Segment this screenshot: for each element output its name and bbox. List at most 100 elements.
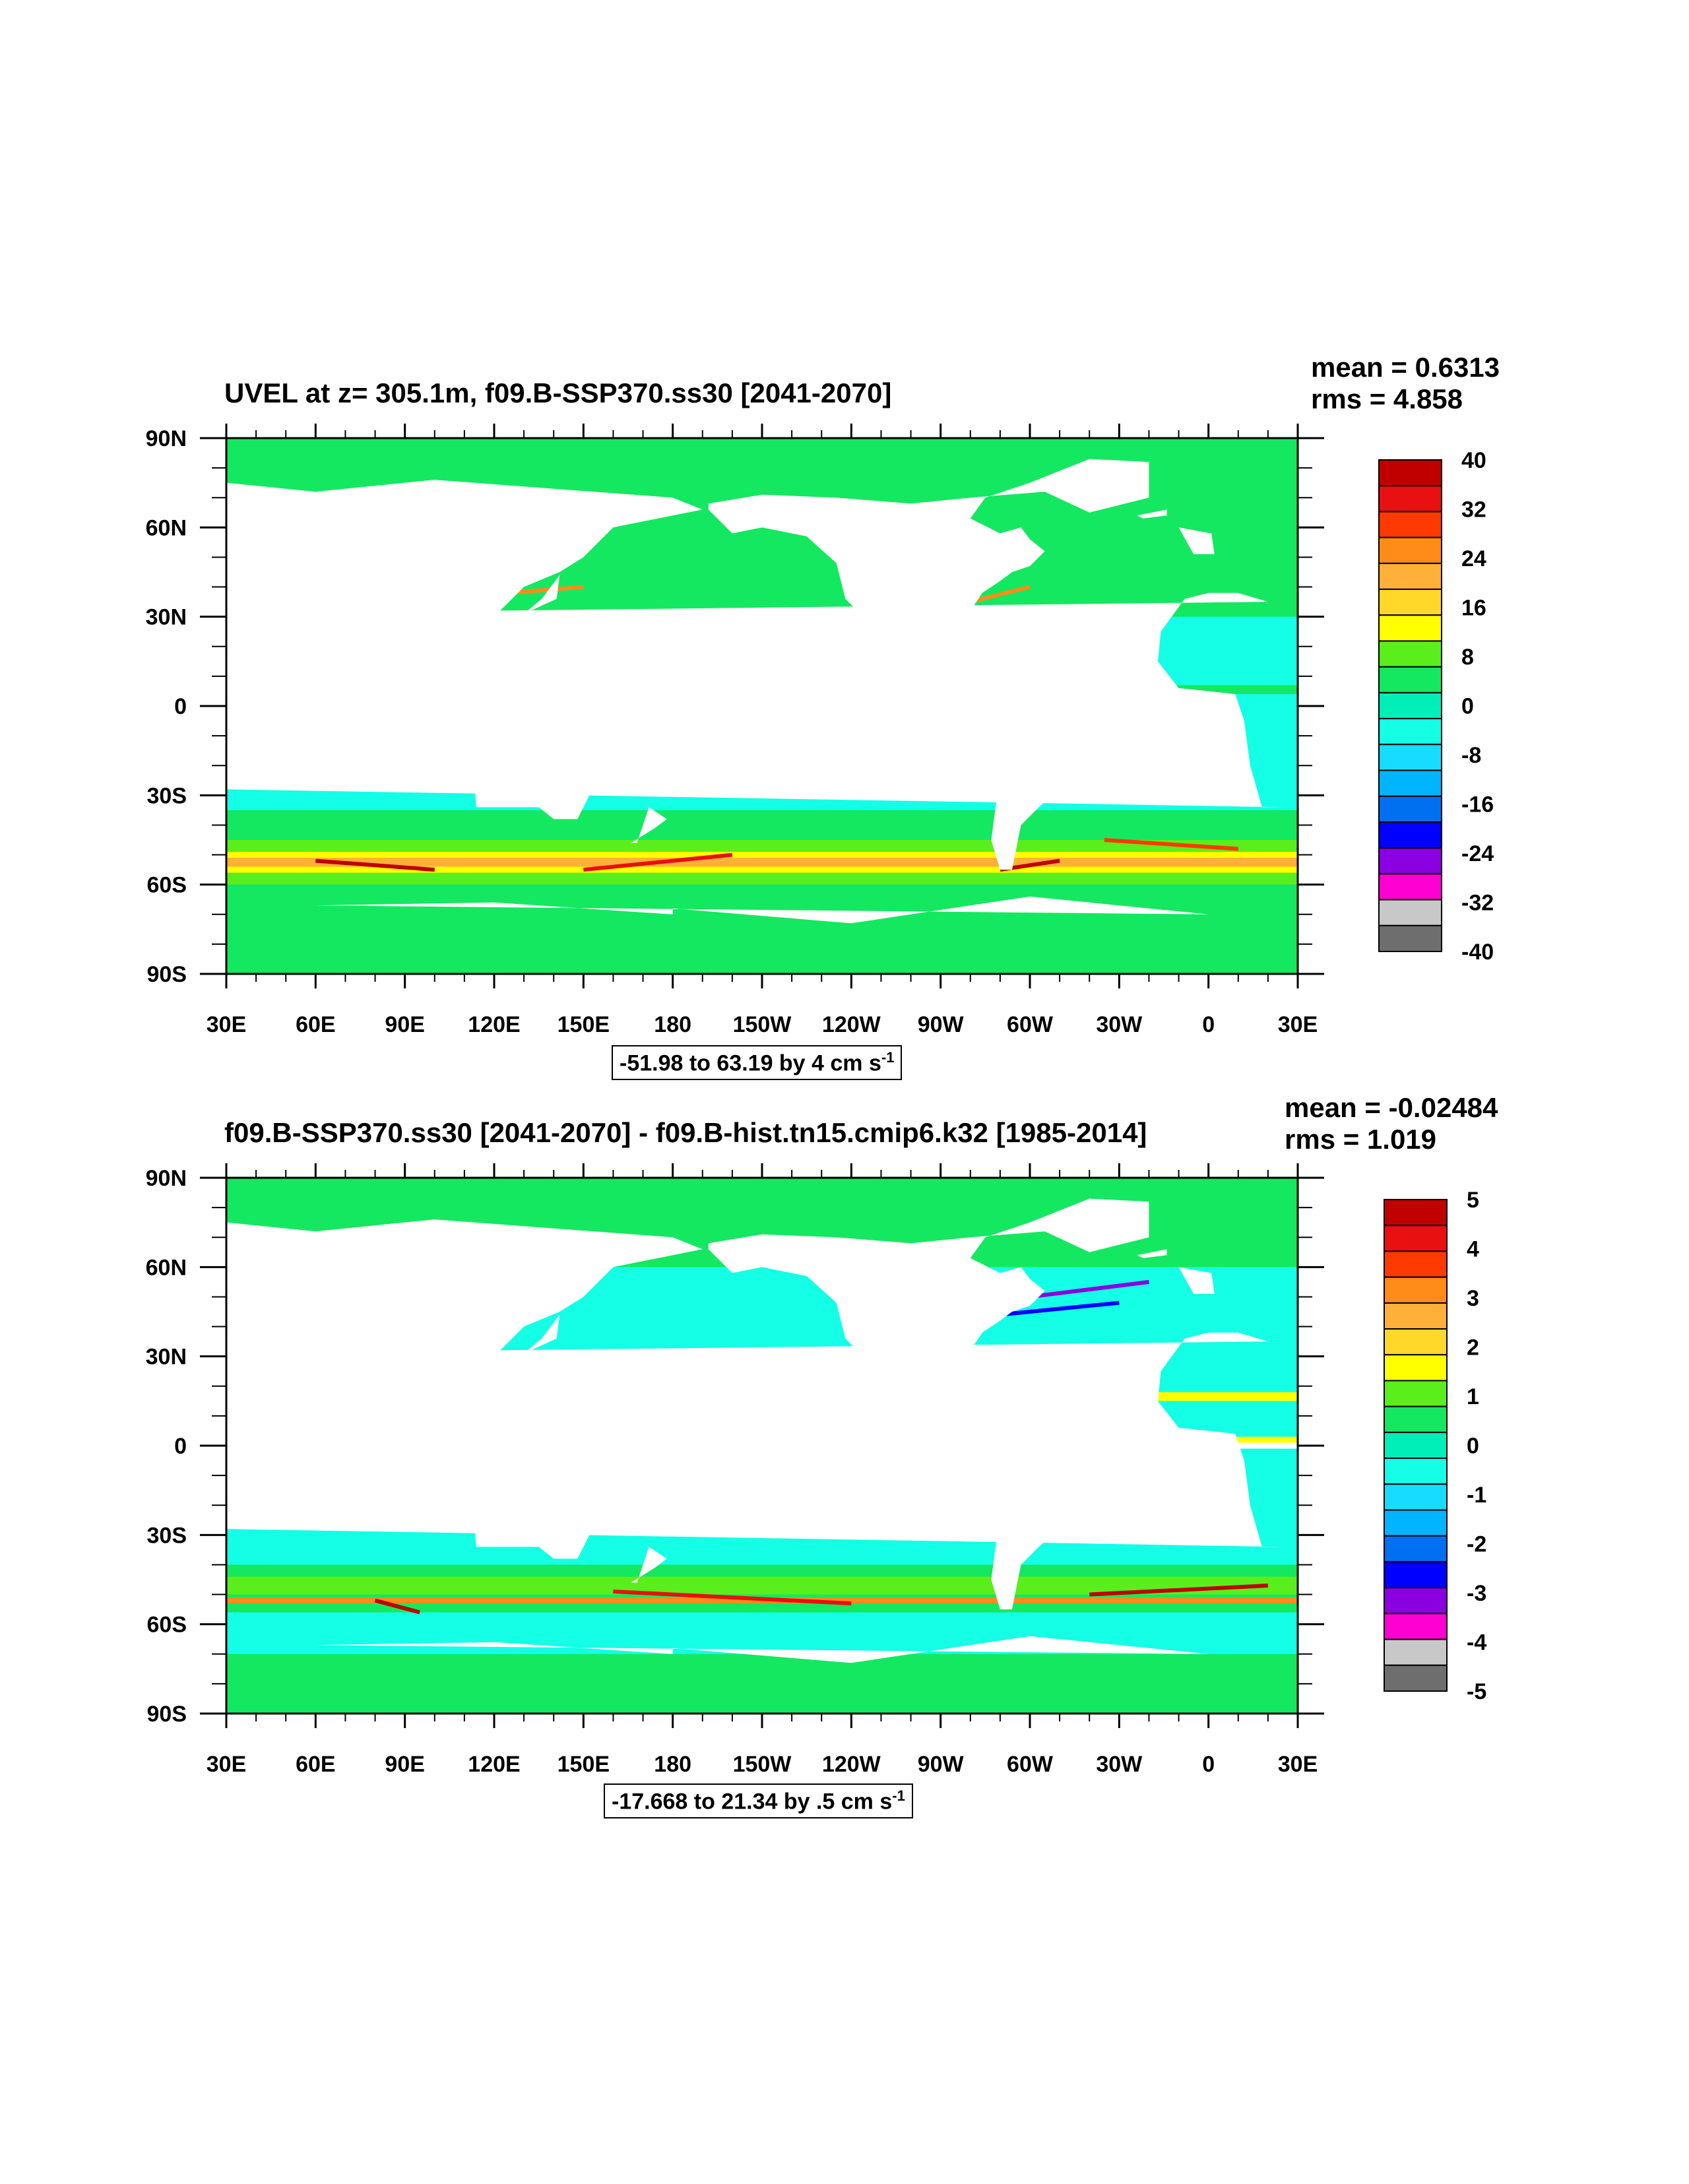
y-tick-label: 0 (174, 694, 187, 719)
colorbar-box-14 (1384, 1560, 1448, 1589)
land-mass-8 (631, 807, 667, 843)
x-tick-label: 90E (385, 1752, 425, 1777)
chart-title-2: f09.B-SSP370.ss30 [2041-2070] - f09.B-hi… (224, 1117, 1147, 1148)
colorbar-label: -32 (1461, 891, 1494, 916)
colorbar-label: -8 (1461, 743, 1481, 768)
land-mass-6 (1178, 1267, 1215, 1294)
x-tick-label: 30W (1096, 1012, 1143, 1037)
y-tick-label: 60S (147, 1613, 187, 1638)
land-mass-9 (265, 742, 286, 781)
land-mass-11 (420, 1430, 453, 1464)
colorbar-label: 4 (1467, 1237, 1479, 1262)
x-tick-label: 60E (296, 1012, 336, 1037)
x-tick-label: 30E (1278, 1752, 1318, 1777)
field-streak-4 (1000, 1301, 1120, 1317)
land-mass-13 (526, 709, 584, 736)
colorbar-box-13 (1384, 1535, 1448, 1562)
colorbar-label: 2 (1467, 1335, 1479, 1361)
land-mass-3 (967, 1409, 1104, 1610)
range-exp-1: -1 (881, 1049, 895, 1066)
x-tick-label: 60E (296, 1752, 336, 1777)
colorbar-label: 0 (1461, 694, 1474, 719)
land-mass-7 (1137, 1249, 1167, 1258)
colorbar-label: 3 (1467, 1286, 1479, 1311)
colorbar-box-6 (1384, 1354, 1448, 1382)
x-tick-label: 150E (558, 1752, 610, 1777)
field-layer (226, 1178, 1298, 1714)
field-streak-3 (1104, 838, 1238, 851)
x-tick-label: 90W (918, 1012, 965, 1037)
field-streak-2 (1089, 1584, 1269, 1597)
field-streak-0 (315, 858, 435, 872)
field-band-4 (226, 810, 1298, 840)
colorbar-label: 8 (1461, 645, 1474, 670)
y-tick-label: 30S (147, 783, 187, 808)
y-tick-label: 30N (146, 605, 187, 630)
x-tick-label: 90E (385, 1012, 425, 1037)
mean-stat-2: mean = -0.02484 (1285, 1092, 1498, 1123)
x-tick-label: 120W (822, 1752, 881, 1777)
land-mass-7 (1137, 509, 1167, 519)
y-tick-label: 30S (147, 1523, 187, 1548)
x-tick-label: 30E (207, 1752, 247, 1777)
colorbar-label: -24 (1461, 841, 1494, 866)
colorbar-box-3 (1378, 536, 1442, 564)
rms-stat-1: rms = 4.858 (1311, 383, 1463, 414)
colorbar-box-7 (1384, 1380, 1448, 1407)
x-tick-label: 120E (468, 1012, 520, 1037)
land-mass-12 (464, 685, 492, 719)
colorbar-box-5 (1384, 1328, 1448, 1356)
field-streak-0 (374, 1598, 420, 1615)
land-mass-10 (524, 575, 560, 614)
mean-stat-1: mean = 0.6313 (1311, 352, 1500, 383)
field-streak-4 (509, 585, 584, 595)
colorbar-box-2 (1384, 1250, 1448, 1278)
land-mass-13 (526, 1448, 584, 1476)
y-tick-label: 60N (146, 515, 187, 540)
range-label-1: -51.98 to 63.19 by 4 cm s-1 (612, 1045, 903, 1081)
colorbar-box-1 (1384, 1225, 1448, 1252)
colorbar-label: 5 (1467, 1188, 1479, 1213)
colorbar-label: -5 (1467, 1679, 1486, 1704)
colorbar-label: -3 (1467, 1581, 1486, 1606)
colorbar-label: 16 (1461, 596, 1486, 621)
range-text-2: -17.668 to 21.34 by .5 cm s (612, 1789, 893, 1815)
colorbar-label: 32 (1461, 498, 1486, 523)
field-streak-3 (1029, 1279, 1149, 1299)
land-mass-8 (631, 1547, 667, 1583)
x-tick-label: 180 (654, 1752, 691, 1777)
colorbar-box-17 (1378, 899, 1442, 926)
colorbar-box-4 (1384, 1302, 1448, 1330)
colorbar-box-14 (1378, 821, 1442, 849)
colorbar-label: -2 (1467, 1532, 1486, 1557)
colorbar-label: 40 (1461, 448, 1486, 473)
colorbar-box-0 (1384, 1199, 1448, 1227)
x-tick-label: 60W (1007, 1752, 1054, 1777)
y-tick-label: 60N (146, 1255, 187, 1280)
x-tick-label: 150W (733, 1012, 792, 1037)
y-tick-label: 90N (146, 1166, 187, 1191)
colorbar-label: -16 (1461, 792, 1494, 818)
colorbar-box-6 (1378, 614, 1442, 642)
x-tick-label: 90W (918, 1752, 965, 1777)
colorbar-box-1 (1378, 485, 1442, 513)
colorbar-box-7 (1378, 640, 1442, 668)
land-mass-6 (1178, 527, 1215, 554)
x-tick-label: 150W (733, 1752, 792, 1777)
colorbar-box-9 (1384, 1431, 1448, 1460)
x-tick-label: 30E (1278, 1012, 1318, 1037)
colorbar-box-15 (1384, 1587, 1448, 1615)
x-tick-label: 0 (1202, 1752, 1215, 1777)
y-tick-label: 0 (174, 1434, 187, 1459)
colorbar-box-15 (1378, 847, 1442, 875)
x-tick-label: 30E (207, 1012, 247, 1037)
x-tick-label: 30W (1096, 1752, 1143, 1777)
map-plot-1: 30E 60E 90E 120E 150E 180 150W 120W 90W 60W 30W 0 30… (146, 424, 1324, 1037)
range-label-2: -17.668 to 21.34 by .5 cm s-1 (604, 1783, 913, 1819)
colorbar-box-16 (1378, 873, 1442, 901)
colorbar-box-10 (1384, 1458, 1448, 1485)
x-tick-label: 180 (654, 1012, 691, 1037)
y-tick-label: 60S (147, 873, 187, 898)
